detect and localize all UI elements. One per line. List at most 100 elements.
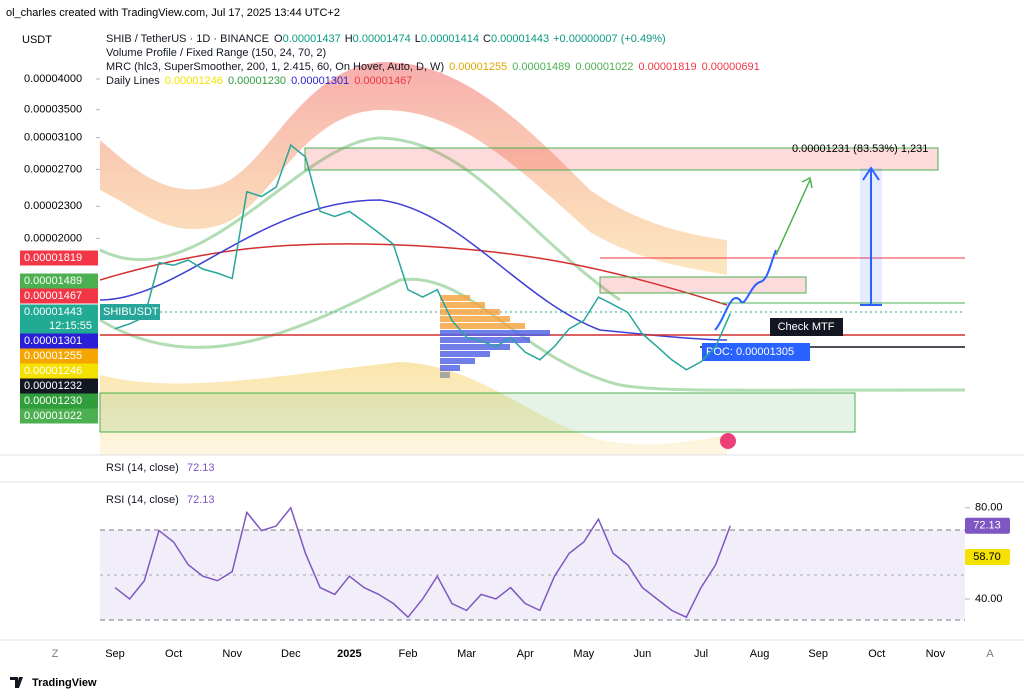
x-tick-label: Oct xyxy=(868,648,885,660)
price-tag xyxy=(20,333,98,349)
symbol-tag-label: SHIBUSDT xyxy=(103,306,159,318)
price-tag-label: 0.00001819 xyxy=(24,252,82,264)
indicator-value: 0.00001022 xyxy=(575,61,634,73)
price-tag xyxy=(20,304,98,335)
price-tag-label: 0.00001246 xyxy=(24,365,82,377)
x-tick-label: Mar xyxy=(457,648,476,660)
rsi-ma-tag xyxy=(965,549,1010,565)
price-tag xyxy=(20,273,98,289)
ohlc-item: L0.00001414 xyxy=(415,33,479,45)
indicator-value: 0.00001255 xyxy=(449,61,508,73)
event-icon xyxy=(720,433,736,449)
x-tick-label: Feb xyxy=(399,648,418,660)
ohlc-key: C xyxy=(483,33,491,45)
target-zone xyxy=(304,147,939,171)
x-tick-label: Sep xyxy=(808,648,828,660)
price-tag-label: 0.00001489 xyxy=(24,275,82,287)
price-tag-label: 0.00001443 xyxy=(24,306,82,318)
price-tag xyxy=(20,393,98,409)
attribution: ol_charles created with TradingView.com,… xyxy=(6,7,340,19)
y-tick-label: 0.00002300 xyxy=(24,200,82,212)
measure-label: 0.00001231 (83.53%) 1,231 xyxy=(792,143,928,155)
ohlc-value: 0.00001414 xyxy=(420,33,480,45)
measure-arrow xyxy=(860,166,882,306)
y-tick-label: 0.00003100 xyxy=(24,132,82,144)
mean-line xyxy=(99,243,728,306)
y2-tick-label: 80.00 xyxy=(975,502,1003,514)
indicator-value: 0.00001467 xyxy=(354,75,413,87)
indicator-value: 0.00000691 xyxy=(701,61,760,73)
ohlc-item: H0.00001474 xyxy=(345,33,411,45)
y-tick-label: 0.00003500 xyxy=(24,104,82,116)
indicator-value: 0.00001301 xyxy=(291,75,350,87)
x-tick-label: Apr xyxy=(517,648,534,660)
price-tag xyxy=(20,363,98,379)
resistance-zone xyxy=(599,276,807,294)
x-tick-label: Aug xyxy=(750,648,770,660)
check-label: Check MTF xyxy=(778,321,835,333)
rsi-line xyxy=(114,506,732,619)
projection-arrow xyxy=(775,176,813,256)
x-tick-label: Dec xyxy=(281,648,301,660)
price-tag xyxy=(20,378,98,394)
price-tag xyxy=(20,348,98,364)
indicator-name: MRC (hlc3, SuperSmoother, 200, 1, 2.415,… xyxy=(106,61,445,73)
ohlc-item: O0.00001437 xyxy=(274,33,341,45)
y-tick-label: 0.00002000 xyxy=(24,232,82,244)
change: +0.00000007 (+0.49%) xyxy=(553,33,666,45)
x-tick-label: Sep xyxy=(105,648,125,660)
volume-profile xyxy=(440,295,550,378)
mrc-upper-band xyxy=(100,61,727,276)
currency: USDT xyxy=(22,34,52,46)
price-tag xyxy=(20,250,98,266)
x-tick-label: Oct xyxy=(165,648,182,660)
indicator-name: Daily Lines xyxy=(106,75,160,87)
symbol: SHIB / TetherUS · 1D · BINANCE xyxy=(106,33,270,45)
symbol-tag xyxy=(100,304,160,320)
price-tag xyxy=(20,288,98,304)
price-tag-label: 0.00001022 xyxy=(24,410,82,422)
poc-box xyxy=(702,343,810,361)
ohlc-key: H xyxy=(344,33,353,45)
x-tick-label: Jul xyxy=(694,648,708,660)
check-box xyxy=(770,318,843,336)
poc-label: POC: 0.00001305 xyxy=(706,346,794,358)
y2-tick-label: 40.00 xyxy=(975,593,1003,605)
price-tag-label: 0.00001230 xyxy=(24,395,82,407)
x-tick-label: May xyxy=(573,648,594,660)
price-tag-label: 0.00001255 xyxy=(24,350,82,362)
x-tick-label: Nov xyxy=(222,648,242,660)
brand-logo xyxy=(10,677,23,688)
price-tag-label: 0.00001467 xyxy=(24,290,82,302)
price-tag-timer: 12:15:55 xyxy=(49,320,92,332)
value-tag-label: 72.13 xyxy=(973,520,1001,532)
price-tag-label: 0.00001232 xyxy=(24,380,82,392)
ohlc-key: O xyxy=(274,33,283,45)
indicator-value: 0.00001819 xyxy=(638,61,697,73)
brand: TradingView xyxy=(32,677,97,689)
price-line xyxy=(114,143,731,371)
rsi-band xyxy=(100,530,965,620)
series-readout: 72.13 xyxy=(187,462,215,474)
indicator-value: 0.00001489 xyxy=(512,61,571,73)
demand-zone xyxy=(99,392,856,433)
ohlc-item: C0.00001443 xyxy=(483,33,549,45)
indicator-value: 0.00001246 xyxy=(164,75,223,87)
x-tick-label: Nov xyxy=(926,648,946,660)
price-tag-label: 0.00001301 xyxy=(24,335,82,347)
price-tag xyxy=(20,408,98,424)
value-tag xyxy=(965,517,1010,534)
indicator-value: 0.00001230 xyxy=(227,75,287,87)
indicator-name: Volume Profile / Fixed Range (150, 24, 7… xyxy=(106,47,327,59)
x-tick-label: 2025 xyxy=(337,648,361,660)
y-tick-label: 0.00002700 xyxy=(24,163,82,175)
series-name: RSI (14, close) xyxy=(106,462,179,474)
corner-label: Z xyxy=(52,648,59,660)
projection-path xyxy=(714,249,777,331)
series-name: RSI (14, close) xyxy=(106,494,179,506)
ohlc-key: L xyxy=(414,33,421,45)
mrc-mean-upper xyxy=(99,136,621,302)
series-readout: 72.13 xyxy=(187,494,215,506)
